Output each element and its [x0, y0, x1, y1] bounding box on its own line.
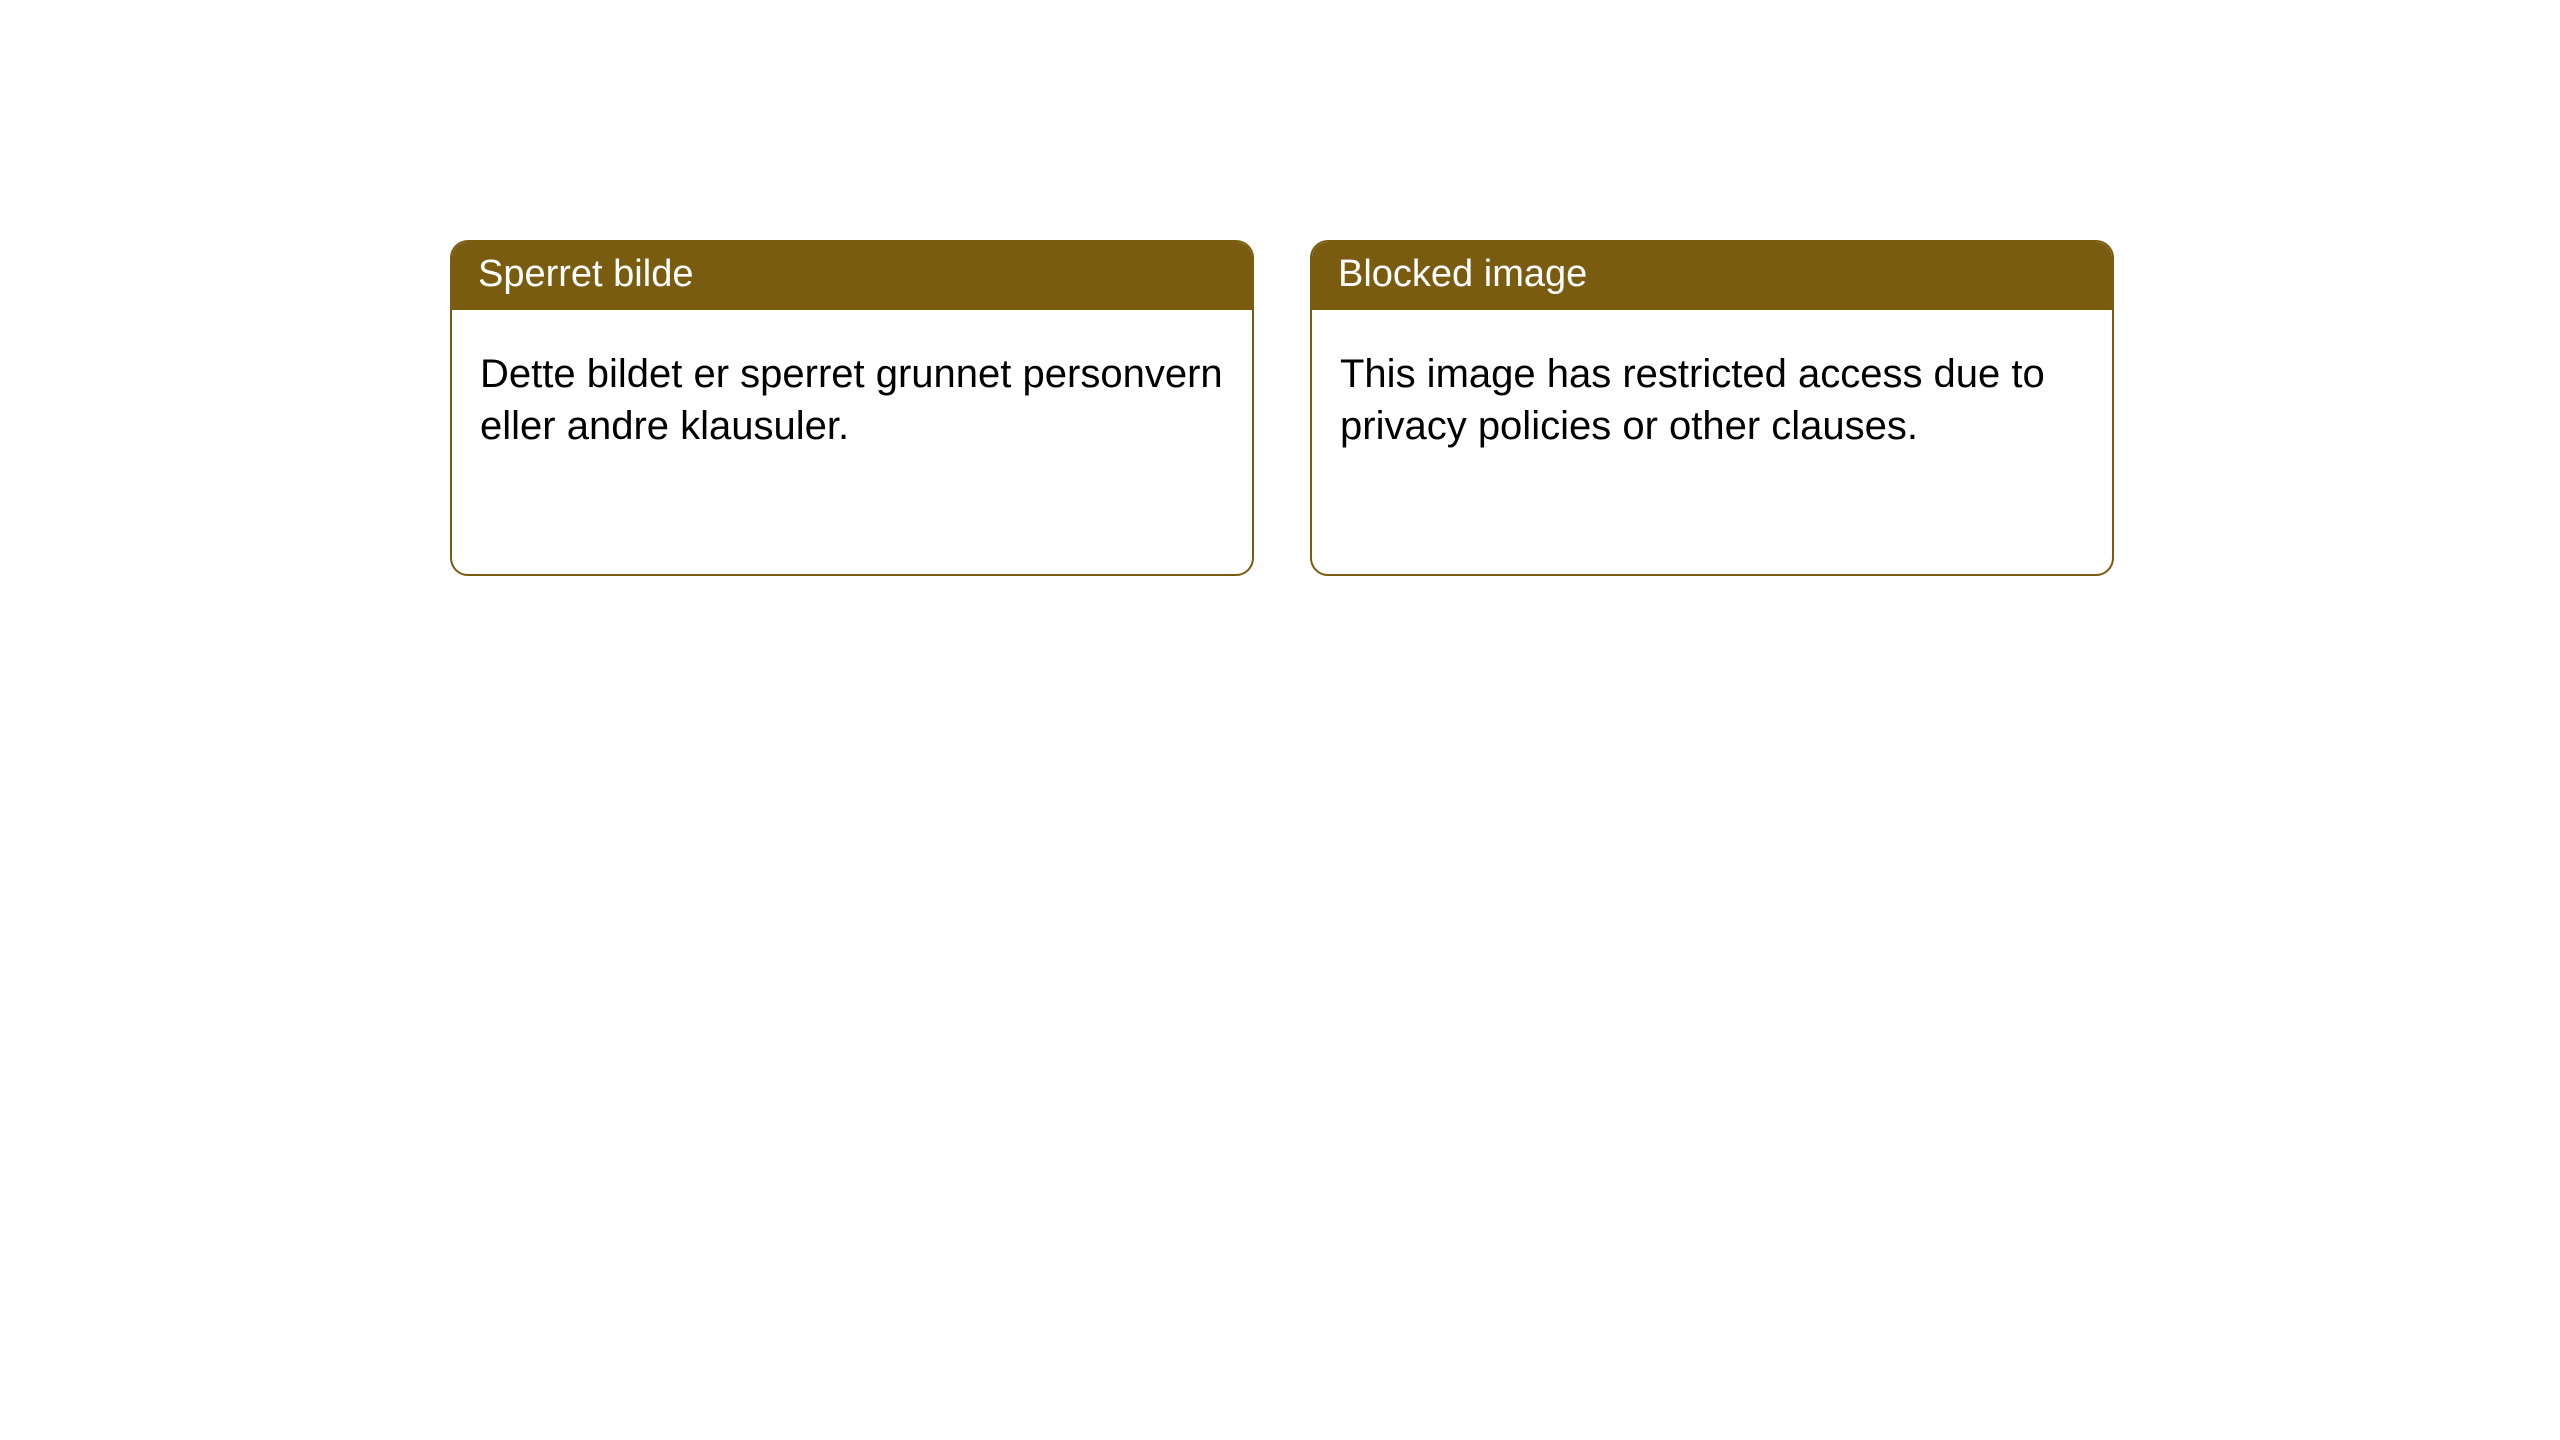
card-header-no: Sperret bilde	[452, 242, 1252, 310]
card-body-en: This image has restricted access due to …	[1312, 310, 2112, 490]
blocked-image-card-no: Sperret bilde Dette bildet er sperret gr…	[450, 240, 1254, 576]
card-text-no: Dette bildet er sperret grunnet personve…	[480, 352, 1223, 448]
card-header-en: Blocked image	[1312, 242, 2112, 310]
card-title-en: Blocked image	[1338, 253, 1587, 295]
blocked-image-card-en: Blocked image This image has restricted …	[1310, 240, 2114, 576]
card-title-no: Sperret bilde	[478, 253, 693, 295]
notice-container: Sperret bilde Dette bildet er sperret gr…	[0, 0, 2560, 576]
card-text-en: This image has restricted access due to …	[1340, 352, 2045, 448]
card-body-no: Dette bildet er sperret grunnet personve…	[452, 310, 1252, 490]
